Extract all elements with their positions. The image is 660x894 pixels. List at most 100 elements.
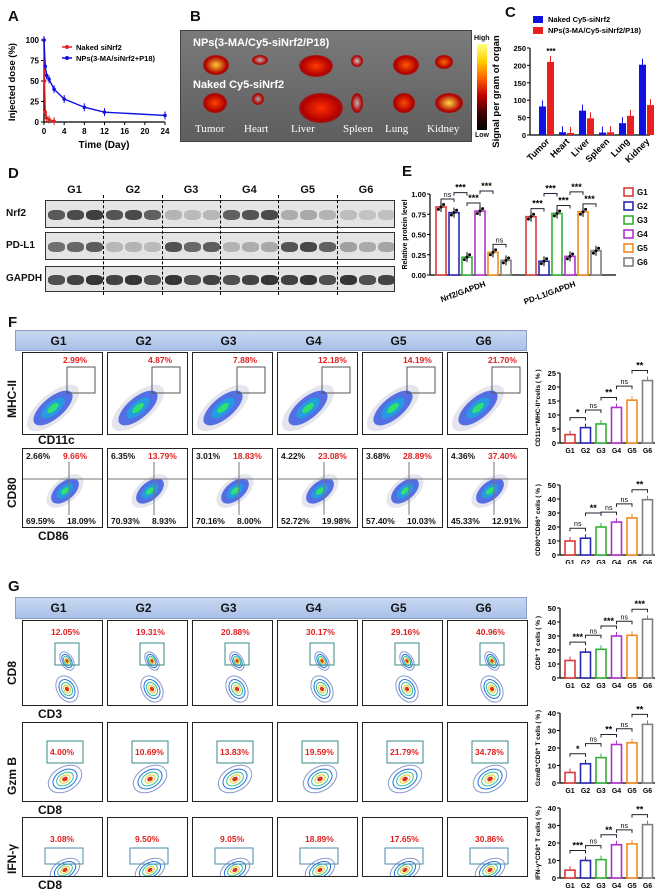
gate-percent: 17.65% (390, 834, 419, 844)
significance-bracket (569, 191, 584, 195)
significance-bracket (543, 192, 558, 197)
group-header-label: G4 (305, 334, 322, 348)
protein-band (67, 242, 84, 252)
significance-label: ** (590, 503, 598, 513)
x-tick-label: 20 (140, 127, 149, 136)
group-header-f: G1 G2 G3 G4 G5 G6 (15, 330, 527, 351)
y-tick-label: 5 (552, 425, 556, 434)
gate-percent: 34.78% (475, 747, 504, 757)
protein-band (125, 275, 143, 285)
contour-line (138, 861, 162, 876)
x-tick-label: G3 (596, 448, 605, 455)
protein-band (48, 210, 65, 220)
contour-line (137, 768, 163, 790)
flow-contour-plot (469, 847, 509, 876)
x-tick-label: G4 (612, 560, 621, 564)
group-header-label: G6 (475, 601, 492, 615)
flow-plot-gzmb-cd8: 34.78% (447, 722, 528, 802)
protein-band (319, 242, 337, 252)
quadrant-ur: 13.79% (148, 451, 177, 461)
significance-bracket (582, 203, 597, 207)
x-tick-label: 8 (82, 127, 87, 136)
significance-label: ns (621, 614, 629, 621)
significance-label: *** (603, 616, 614, 626)
protein-band (319, 210, 337, 220)
organ-label: Kidney (427, 123, 460, 135)
protein-band (86, 275, 103, 285)
protein-band (377, 210, 394, 220)
significance-label: ** (605, 725, 613, 735)
legend-label: G1 (637, 188, 648, 197)
protein-band (125, 242, 143, 252)
contour-line (389, 857, 421, 876)
y-tick-label: 20 (548, 744, 556, 753)
data-point (163, 113, 167, 118)
legend-swatch (533, 27, 543, 34)
contour-line (404, 686, 410, 692)
protein-band (86, 210, 103, 220)
y-tick-label: 0.25 (411, 251, 426, 260)
flow-plot-cd80-cd86: 6.35% 13.79% 70.93% 8.93% (107, 448, 188, 528)
data-point (47, 77, 51, 82)
data-point (442, 203, 446, 207)
contour-line (145, 865, 155, 875)
protein-band (202, 210, 220, 220)
quadrant-ul: 4.36% (451, 451, 476, 461)
bar (551, 212, 563, 276)
data-point (581, 210, 585, 214)
gate-percent: 29.16% (391, 627, 420, 637)
y-tick-label: 100 (513, 96, 526, 105)
flow-plot-ifng-cd8: 3.08% (22, 817, 103, 877)
significance-bracket (631, 489, 648, 493)
gate (386, 740, 424, 764)
significance-label: ns (444, 192, 452, 199)
data-point (552, 214, 556, 218)
axis-mhc-ii: MHC-II (5, 380, 19, 418)
data-point (468, 253, 472, 257)
x-tick-label: G4 (612, 883, 621, 890)
contour-line (400, 865, 410, 875)
contour-line (143, 679, 161, 699)
data-point (44, 73, 49, 78)
flow-density-plot (281, 366, 351, 432)
lane-divider (103, 195, 105, 295)
organ-signal (393, 93, 415, 113)
group-label: G4 (242, 184, 257, 196)
significance-bracket (616, 728, 633, 732)
y-tick-label: 50 (518, 114, 526, 123)
x-tick-label: G1 (565, 788, 574, 795)
contour-line (403, 684, 411, 694)
chart-f2: 0 10 20 30 40 50 CD80⁺CD86⁺ cells ( % ) G1 G2 G3 G… (535, 480, 655, 564)
x-tick-label: 24 (161, 127, 170, 136)
flow-density-plot (278, 462, 357, 515)
protein-band (125, 210, 143, 220)
gate-percent: 4.00% (50, 747, 75, 757)
axis-cd11c: CD11c (38, 433, 75, 447)
bar (641, 379, 654, 444)
group-label: G2 (125, 184, 141, 196)
flow-plot-cd8-cd3: 12.05% (22, 620, 103, 706)
significance-bracket (600, 734, 617, 738)
significance-label: ns (621, 379, 629, 386)
contour-line (304, 857, 336, 876)
gate-percent: 3.08% (50, 834, 75, 844)
data-point (465, 255, 469, 259)
bar (587, 118, 594, 135)
chart-g3: 0 10 20 30 40 IFN-γ⁺CD8⁺ T cells ( % ) G1 G2 G3 G… (535, 804, 655, 890)
y-axis-title: Relative protein level (402, 199, 409, 269)
contour-line (489, 686, 495, 692)
contour-line (49, 857, 81, 876)
data-point (43, 110, 48, 114)
legend-label: NPs(3-MA/Cy5-siNrf2/P18) (548, 26, 641, 35)
quadrant-lr: 18.09% (67, 516, 96, 526)
bar (610, 406, 623, 444)
bar (577, 211, 589, 276)
contour-line (231, 653, 243, 669)
significance-label: ns (590, 839, 598, 846)
legend-label: G5 (637, 244, 648, 253)
significance-label: ns (621, 823, 629, 830)
flow-contour-plot (479, 642, 505, 703)
significance-bracket (600, 625, 617, 629)
organ-signal (393, 55, 419, 75)
legend-label: Naked siNrf2 (76, 43, 122, 52)
